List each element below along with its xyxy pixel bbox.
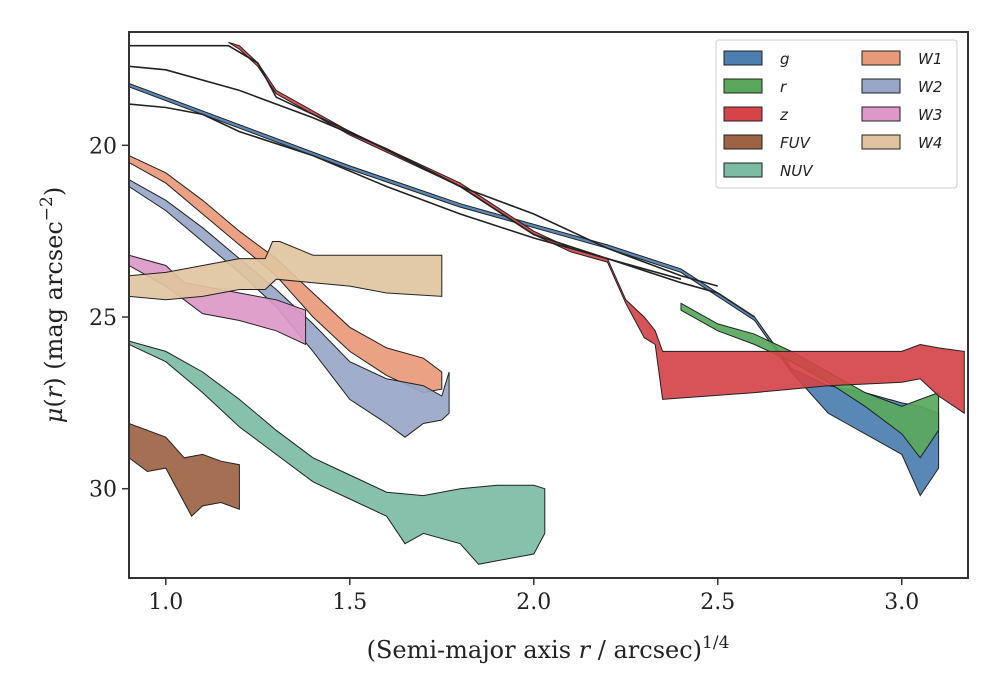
- legend-swatch-nuv: [723, 162, 763, 178]
- profile-lines-layer: [129, 44, 756, 318]
- band-nuv: [129, 340, 546, 565]
- x-tick-label: 3.0: [884, 590, 919, 615]
- series-bands-layer: [129, 41, 965, 565]
- x-tick-label: 1.0: [148, 590, 183, 615]
- legend-label-z: z: [779, 106, 789, 124]
- legend-frame: [715, 39, 958, 189]
- legend-label-r: r: [780, 78, 787, 96]
- profile-line-2: [129, 65, 719, 287]
- x-tick-label: 1.5: [332, 590, 367, 615]
- legend-swatch-z: [723, 106, 763, 122]
- band-fuv: [129, 422, 240, 518]
- x-axis-title: (Semi-major axis r / arcsec)1/4: [367, 633, 730, 664]
- y-tick-label: 30: [89, 478, 117, 503]
- profile-line-3: [129, 103, 682, 280]
- band-g: [129, 82, 940, 497]
- x-tick-label: 2.0: [516, 590, 551, 615]
- legend-swatch-w4: [861, 134, 901, 150]
- y-tick-label: 25: [89, 306, 117, 331]
- legend-swatch-w1: [861, 50, 901, 66]
- legend-swatch-w3: [861, 106, 901, 122]
- band-w4: [129, 241, 443, 301]
- legend-label-nuv: NUV: [780, 162, 814, 180]
- legend-label-w3: W3: [918, 106, 942, 124]
- legend: grz FUV NUV W1 W2 W3 W4: [715, 39, 958, 189]
- legend-label-w4: W4: [918, 134, 942, 152]
- legend-swatch-w2: [861, 78, 901, 94]
- legend-label-g: g: [780, 50, 790, 68]
- plot-frame: [128, 31, 969, 579]
- y-tick-label: 20: [89, 134, 117, 159]
- band-z: [228, 41, 965, 415]
- legend-swatch-r: [723, 78, 763, 94]
- x-tick-label: 2.5: [700, 590, 735, 615]
- y-axis-ticks: 20 25 30: [89, 134, 129, 503]
- legend-label-fuv: FUV: [780, 134, 812, 152]
- legend-label-w1: W1: [918, 50, 942, 68]
- y-axis-title: μ(r) (mag arcsec−2): [37, 187, 68, 424]
- legend-label-w2: W2: [918, 78, 942, 96]
- legend-swatch-g: [723, 50, 763, 66]
- x-axis-ticks: 1.0 1.5 2.0 2.5 3.0: [148, 578, 919, 615]
- legend-swatch-fuv: [723, 134, 763, 150]
